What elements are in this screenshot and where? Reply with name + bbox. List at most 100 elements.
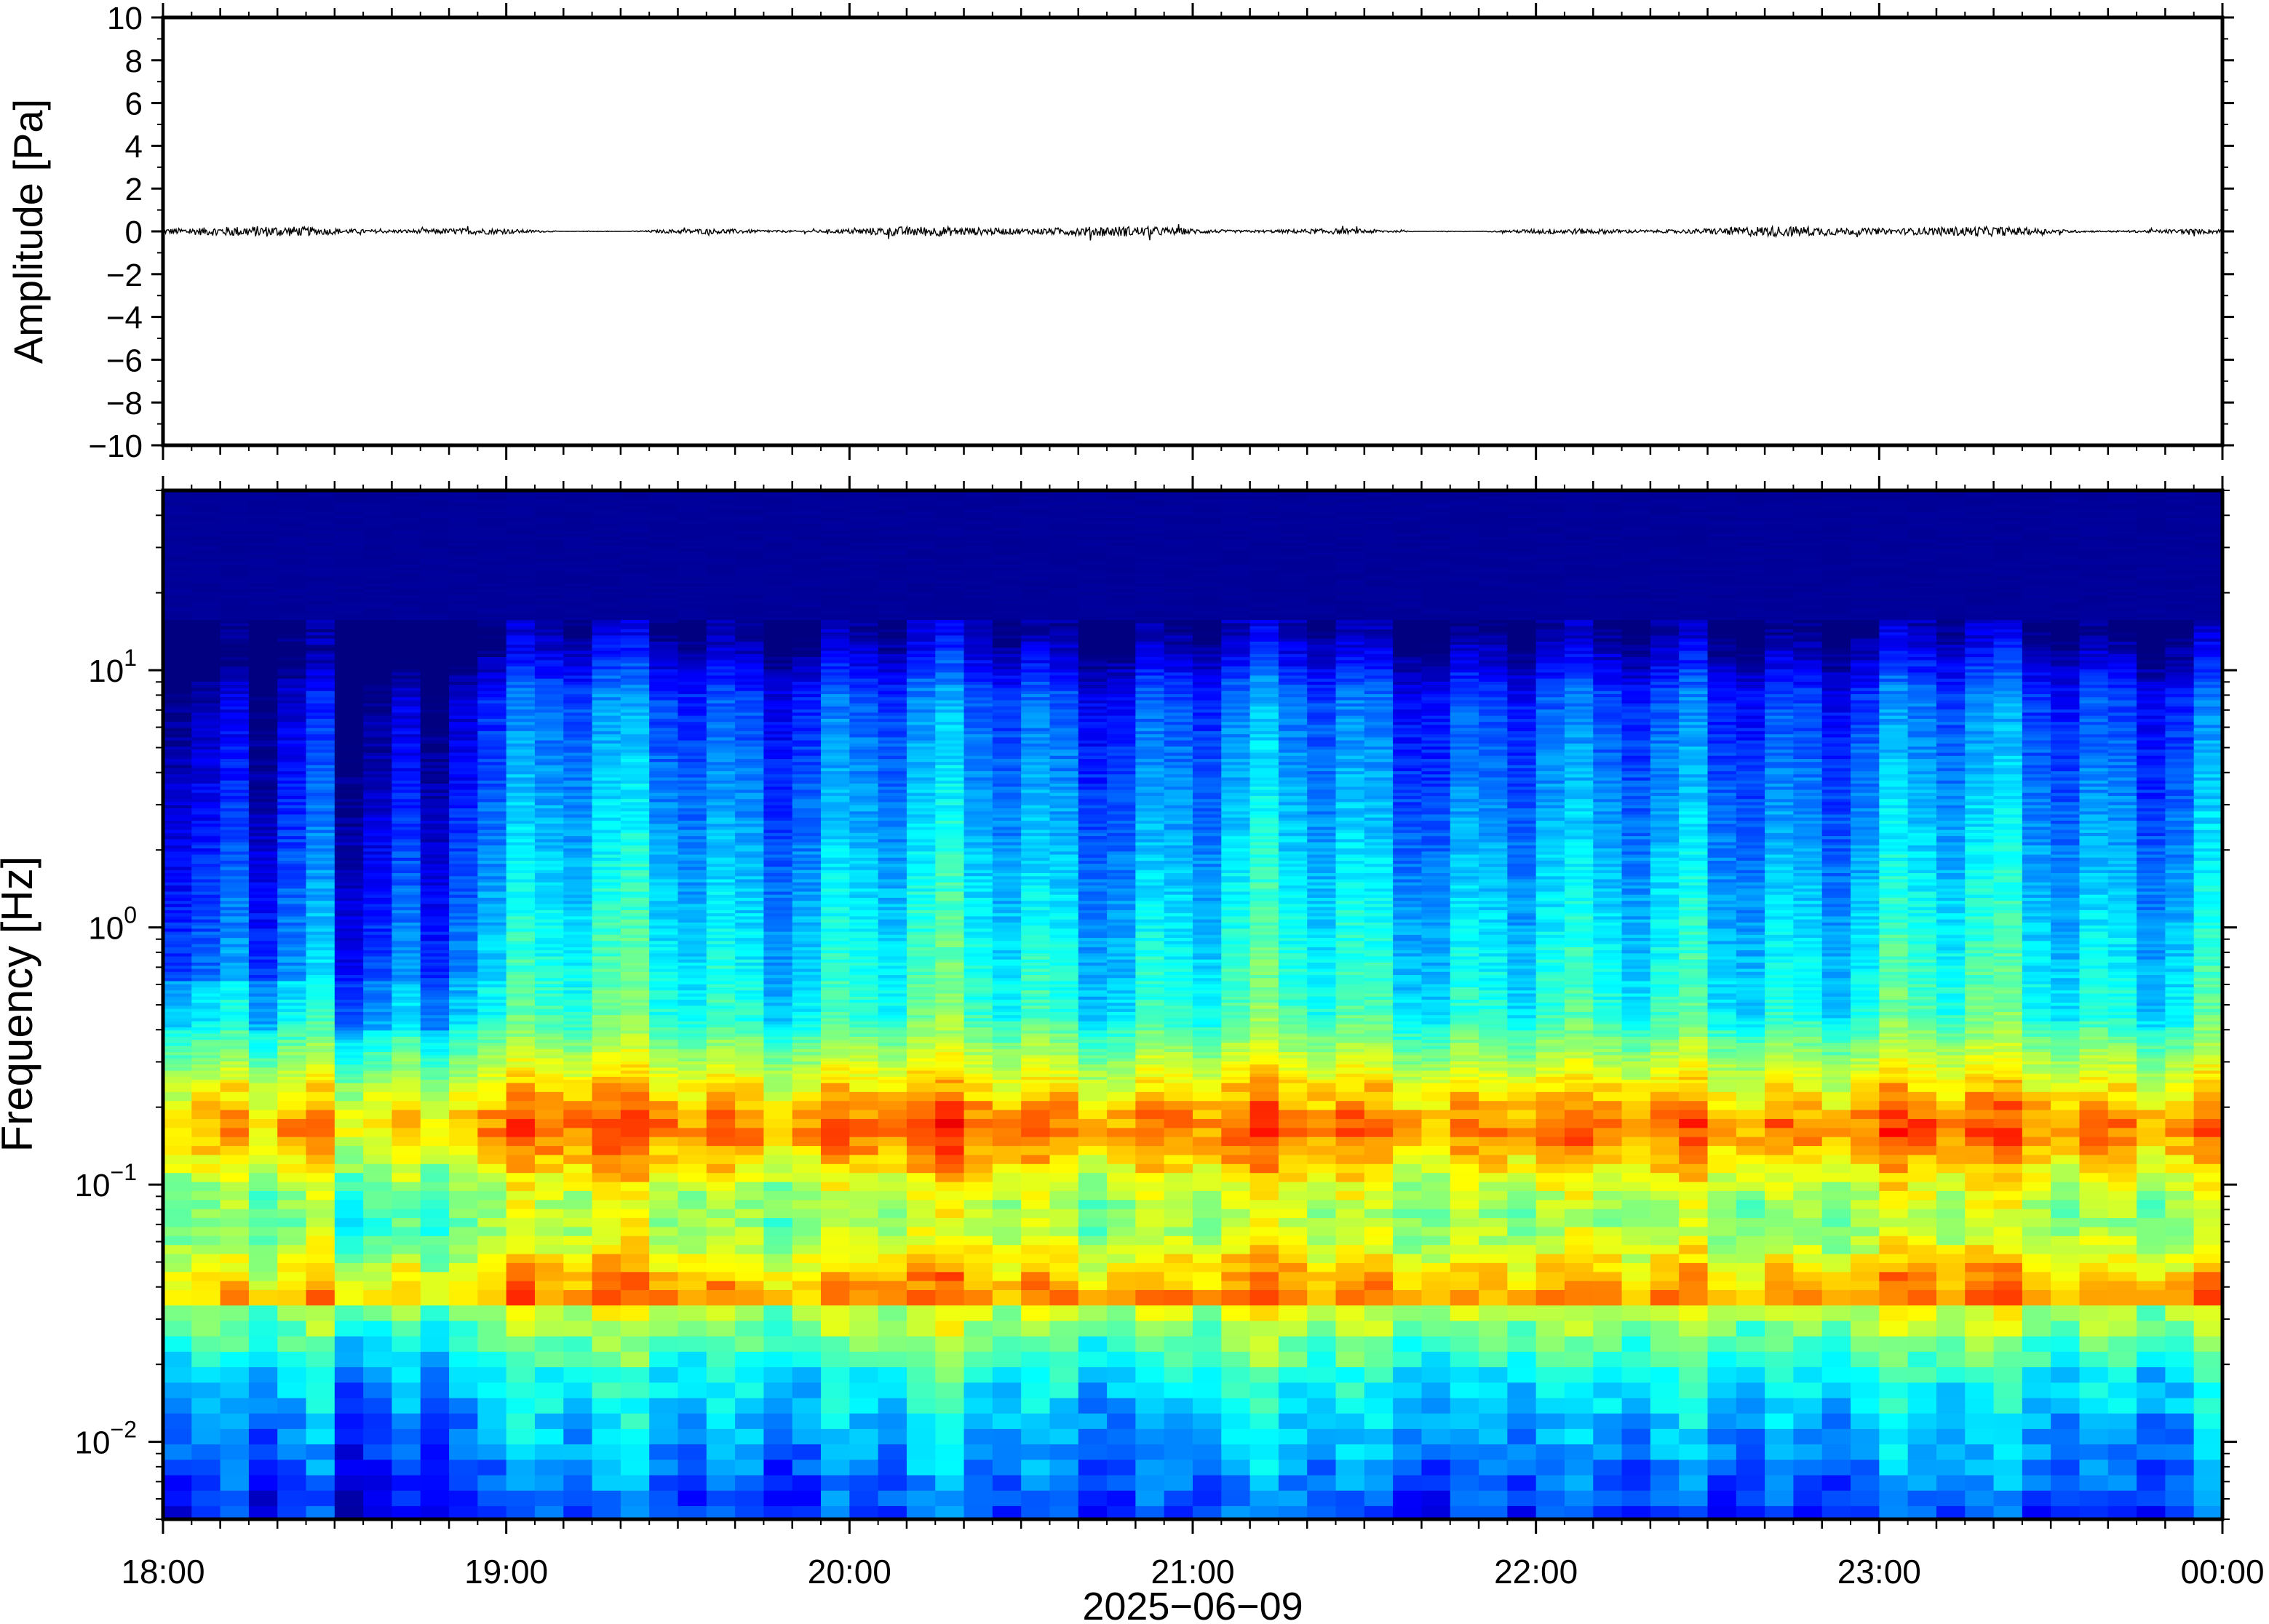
spectrogram-cell — [363, 536, 393, 541]
spectrogram-cell — [735, 533, 765, 538]
spectrogram-cell — [392, 1398, 421, 1414]
spectrogram-cell — [392, 904, 421, 908]
spectrogram-cell — [220, 974, 250, 979]
spectrogram-cell — [220, 888, 250, 893]
spectrogram-cell — [363, 1272, 393, 1282]
spectrogram-cell — [677, 1209, 707, 1219]
spectrogram-cell — [706, 576, 736, 581]
spectrogram-cell — [163, 709, 193, 714]
spectrogram-cell — [363, 650, 393, 655]
spectrogram-cell — [334, 722, 364, 726]
spectrogram-cell — [649, 1505, 679, 1519]
spectrogram-cell — [735, 882, 765, 886]
spectrogram-cell — [248, 938, 279, 942]
spectrogram-cell — [392, 650, 421, 655]
spectrogram-cell — [706, 1091, 736, 1102]
spectrogram-cell — [306, 941, 335, 945]
spectrogram-cell — [392, 586, 421, 590]
spectrogram-cell — [620, 570, 650, 575]
spectrogram-cell — [534, 524, 565, 528]
spectrogram-cell — [506, 506, 536, 510]
spectrogram-cell — [306, 1290, 335, 1307]
spectrogram-cell — [306, 512, 335, 516]
spectrogram-cell — [563, 869, 593, 874]
spectrogram-cell — [334, 861, 364, 865]
spectrogram-cell — [334, 1235, 364, 1246]
spectrogram-cell — [620, 888, 650, 893]
spectrogram-cell — [420, 506, 450, 510]
spectrogram-cell — [306, 1003, 335, 1007]
spectrogram-cell — [592, 783, 621, 788]
spectrogram-cell — [220, 1413, 250, 1430]
spectrogram-cell — [392, 950, 421, 955]
spectrogram-cell — [477, 592, 507, 597]
spectrogram-cell — [191, 789, 221, 794]
spectrogram-cell — [420, 543, 450, 547]
spectrogram-cell — [506, 521, 536, 525]
spectrogram-cell — [534, 1190, 565, 1201]
spectrogram-cell — [677, 851, 707, 856]
spectrogram-cell — [163, 987, 193, 991]
spectrogram-cell — [163, 1067, 193, 1072]
spectrogram-cell — [306, 502, 335, 507]
spectrogram-cell — [248, 1110, 279, 1120]
spectrogram-cell — [477, 956, 507, 960]
spectrogram-cell — [649, 650, 679, 655]
spectrogram-cell — [420, 1110, 450, 1120]
spectrogram-cell — [392, 706, 421, 710]
spectrogram-cell — [306, 536, 335, 541]
spectrogram-cell — [592, 1018, 621, 1022]
spectrogram-cell — [363, 1490, 393, 1507]
spectrogram-cell — [191, 795, 221, 800]
spectrogram-cell — [363, 1073, 393, 1078]
spectrogram-cell — [706, 509, 736, 513]
spectrogram-cell — [477, 1101, 507, 1111]
spectrogram-cell — [420, 802, 450, 806]
spectrogram-cell — [277, 1235, 307, 1246]
spectrogram-cell — [706, 888, 736, 893]
spectrogram-cell — [506, 832, 536, 837]
spectrogram-cell — [649, 907, 679, 911]
spectrogram-cell — [248, 1235, 279, 1246]
spectrogram-cell — [277, 854, 307, 859]
spectrogram-cell — [592, 1305, 621, 1322]
spectrogram-cell — [191, 777, 221, 781]
spectrogram-cell — [506, 839, 536, 843]
spectrogram-cell — [735, 561, 765, 565]
spectrogram-cell — [506, 1490, 536, 1507]
spectrogram-cell — [477, 524, 507, 528]
spectrogram-cell — [420, 648, 450, 652]
spectrogram-cell — [706, 966, 736, 970]
spectrogram-cell — [277, 1076, 307, 1081]
spectrogram-cell — [163, 1235, 193, 1246]
spectrogram-cell — [306, 1083, 335, 1093]
spectrogram-cell — [191, 928, 221, 933]
spectrogram-cell — [534, 780, 565, 784]
spectrogram-cell — [706, 1003, 736, 1007]
spectrogram-cell — [392, 678, 421, 682]
spectrogram-cell — [677, 514, 707, 519]
spectrogram-cell — [363, 839, 393, 843]
spectrogram-cell — [506, 608, 536, 612]
spectrogram-cell — [306, 922, 335, 926]
spectrogram-cell — [620, 1046, 650, 1050]
spectrogram-cell — [363, 1428, 393, 1445]
spectrogram-cell — [563, 891, 593, 896]
spectrogram-cell — [735, 682, 765, 686]
spectrogram-cell — [163, 749, 193, 754]
spectrogram-cell — [506, 718, 536, 723]
spectrogram-cell — [392, 1128, 421, 1138]
spectrogram-cell — [392, 570, 421, 575]
spectrogram-cell — [506, 857, 536, 861]
spectrogram-cell — [191, 1067, 221, 1072]
spectrogram-cell — [363, 743, 393, 747]
spectrogram-cell — [392, 521, 421, 525]
spectrogram-cell — [449, 1444, 479, 1461]
spectrogram-cell — [277, 506, 307, 510]
spectrogram-cell — [649, 814, 679, 819]
spectrogram-cell — [191, 755, 221, 760]
spectrogram-cell — [191, 1281, 221, 1291]
spectrogram-cell — [506, 669, 536, 674]
spectrogram-cell — [277, 648, 307, 652]
spectrogram-cell — [534, 688, 565, 692]
